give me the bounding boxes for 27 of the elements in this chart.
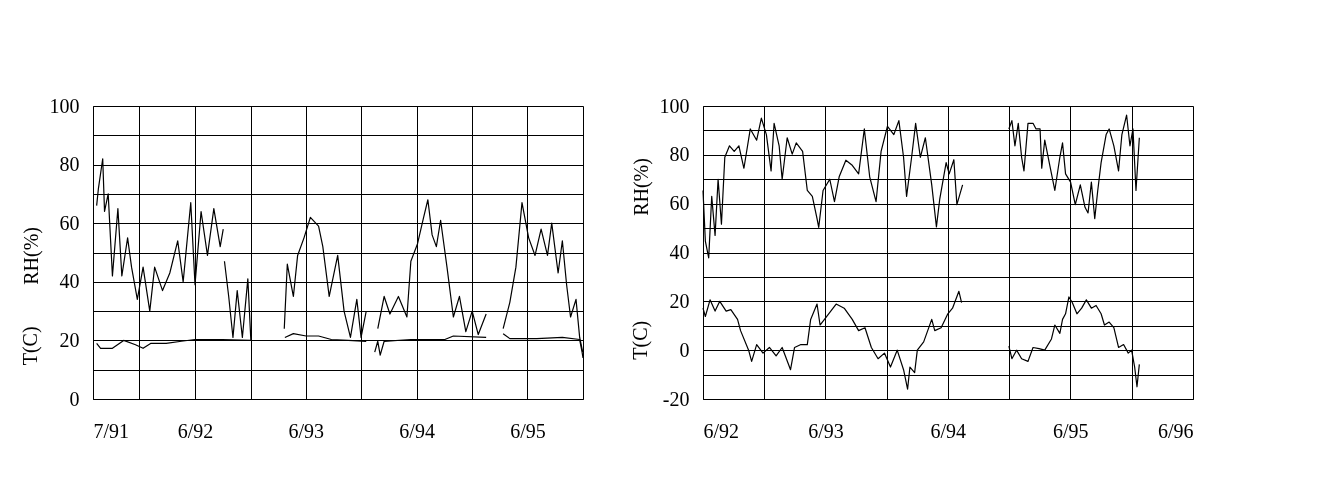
x-tick-label: 7/91 <box>93 419 130 442</box>
y-tick-label: 0 <box>679 338 690 361</box>
y-tick-label: 60 <box>59 211 80 234</box>
y-tick-label: 80 <box>59 153 80 176</box>
y-tick-label: 100 <box>49 94 80 117</box>
x-tick-label: 6/92 <box>703 419 740 442</box>
text: T(C) <box>19 326 42 366</box>
y-axis-title: RH(%) <box>19 227 43 285</box>
x-tick-label: 6/95 <box>510 419 546 442</box>
x-tick-label: 6/93 <box>808 419 844 442</box>
x-tick-label: 6/92 <box>177 419 214 442</box>
x-tick-label: 6/95 <box>1052 419 1089 442</box>
y-tick-label: 40 <box>669 241 690 263</box>
x-tick-label: 6/96 <box>1157 419 1194 442</box>
y-tick-label: 0 <box>69 387 80 410</box>
y-tick-label: 20 <box>669 289 690 312</box>
x-tick-label: 6/94 <box>930 419 967 442</box>
y-tick-label: -20 <box>662 387 690 410</box>
y-axis-title: RH(%) <box>629 158 653 216</box>
y-tick-label: 40 <box>59 270 80 293</box>
text: T(C) <box>629 320 652 360</box>
x-tick-label: 6/93 <box>288 419 325 442</box>
x-tick-label: 6/94 <box>399 419 435 442</box>
y-tick-label: 20 <box>59 328 80 351</box>
y-tick-label: 100 <box>659 94 690 117</box>
y-tick-label: 60 <box>669 192 690 215</box>
y-tick-label: 80 <box>669 143 690 166</box>
